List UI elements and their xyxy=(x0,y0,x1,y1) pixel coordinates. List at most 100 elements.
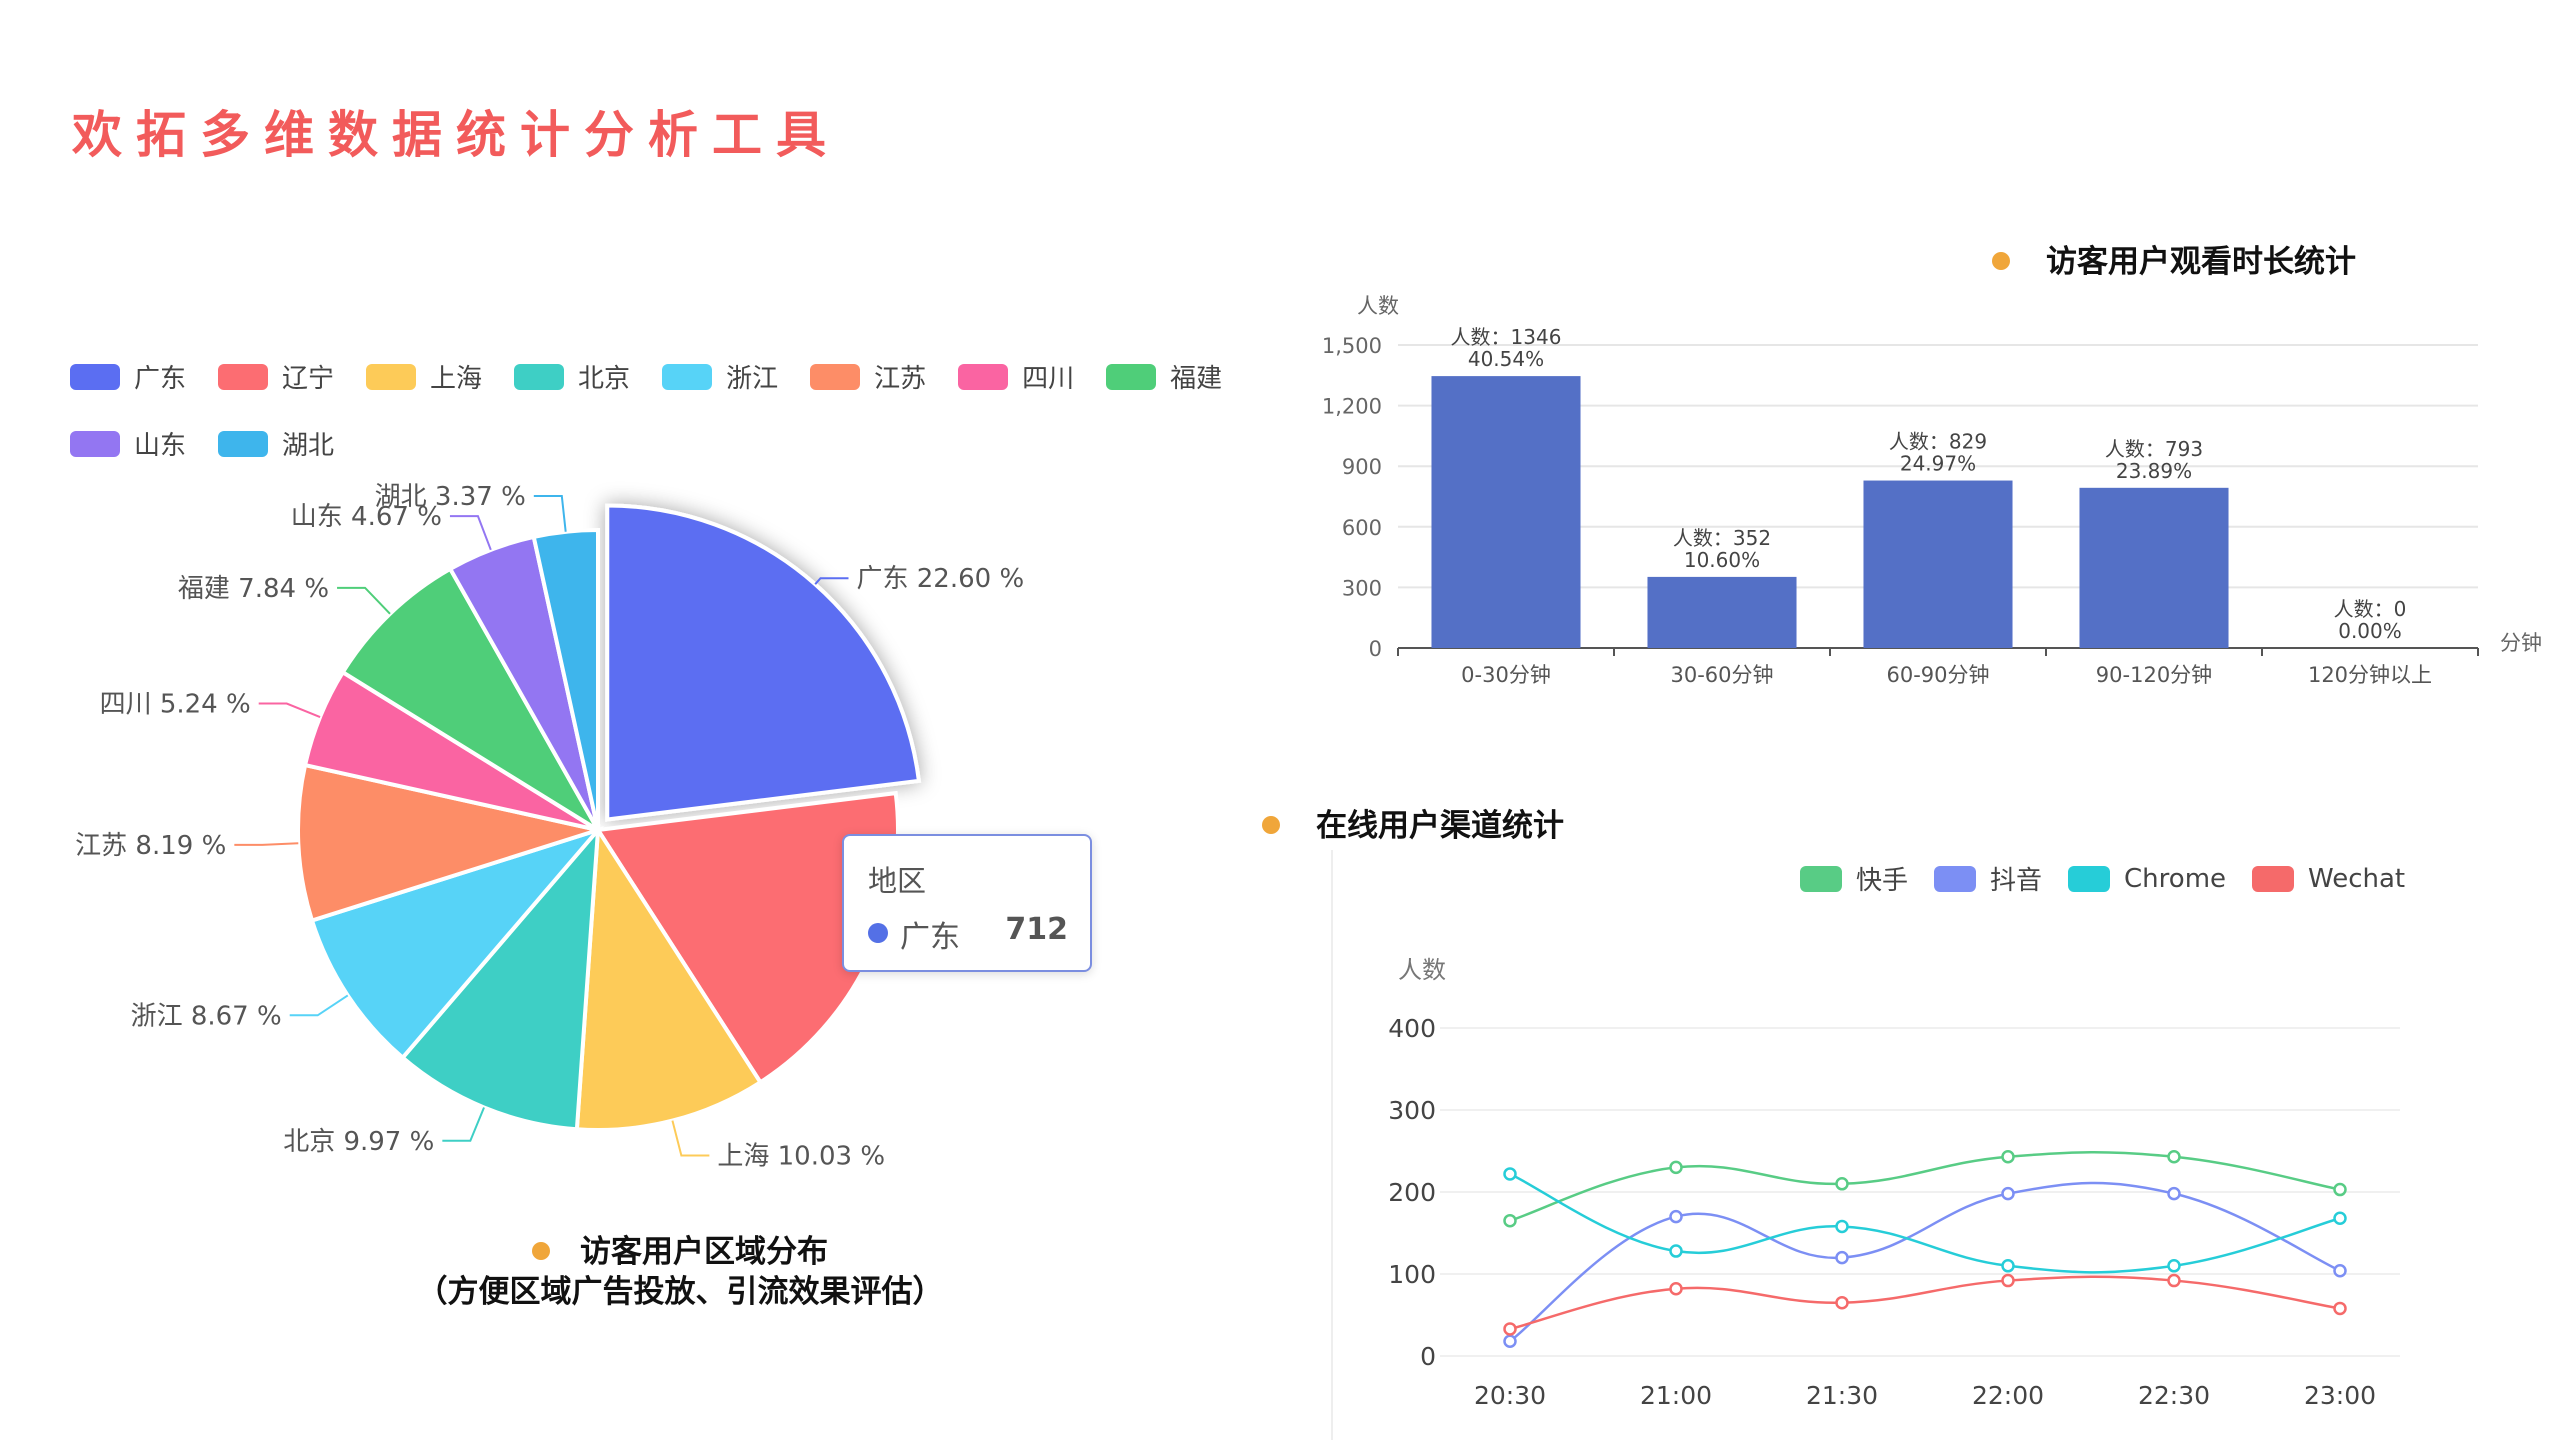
tooltip-title: 地区 xyxy=(868,864,927,898)
pie-slice[interactable] xyxy=(340,566,600,832)
line-point[interactable] xyxy=(2167,1273,2181,1288)
pie-legend-item[interactable]: 北京 xyxy=(514,358,630,395)
pie-legend-item[interactable]: 广东 xyxy=(70,358,186,395)
line-y-tick-label: 200 xyxy=(1388,1178,1436,1207)
bar-value-label: 人数：829 xyxy=(1889,430,1987,454)
line-point[interactable] xyxy=(2001,1149,2015,1164)
bar-y-tick-label: 900 xyxy=(1342,455,1382,479)
pie-slice[interactable] xyxy=(531,527,600,831)
pie-legend-item[interactable]: 湖北 xyxy=(218,425,334,462)
legend-label: Wechat xyxy=(2308,863,2406,894)
line-point[interactable] xyxy=(1503,1322,1517,1336)
line-legend-item[interactable]: Wechat xyxy=(2252,860,2405,897)
tooltip-value: 712 xyxy=(1005,912,1068,947)
bar[interactable] xyxy=(1647,576,1797,648)
pie-slice-label: 福建 7.84 % xyxy=(178,574,329,604)
bar-percent-label: 0.00% xyxy=(2338,619,2402,643)
line-point[interactable] xyxy=(1669,1160,1683,1175)
bar-x-tick-label: 60-90分钟 xyxy=(1886,663,1989,687)
line-legend-item[interactable]: Chrome xyxy=(2068,860,2226,897)
legend-swatch xyxy=(1934,865,1977,892)
pie-slice-label: 山东 4.67 % xyxy=(291,502,442,532)
line-point[interactable] xyxy=(1503,1334,1517,1348)
bar-y-axis-label: 人数 xyxy=(1357,294,1399,318)
line-series[interactable] xyxy=(1509,1150,2341,1222)
legend-label: 江苏 xyxy=(874,364,927,394)
pie-legend-item[interactable]: 上海 xyxy=(366,358,482,395)
pie-label-line xyxy=(442,1107,485,1142)
legend-label: Chrome xyxy=(2124,863,2227,894)
bar[interactable] xyxy=(2079,487,2229,648)
pie-legend-item[interactable]: 浙江 xyxy=(662,358,778,395)
bar-y-tick-label: 1,200 xyxy=(1322,395,1382,419)
bar-y-tick-label: 600 xyxy=(1342,516,1382,540)
line-point[interactable] xyxy=(2001,1186,2015,1201)
pie-legend-item[interactable]: 福建 xyxy=(1106,358,1222,395)
legend-swatch xyxy=(1800,865,1842,892)
line-point[interactable] xyxy=(2333,1211,2347,1225)
line-series[interactable] xyxy=(1509,1172,2341,1274)
line-y-tick-label: 400 xyxy=(1388,1014,1436,1043)
line-series[interactable] xyxy=(1509,1275,2341,1331)
pie-slice[interactable] xyxy=(605,503,922,822)
legend-swatch xyxy=(1106,363,1157,390)
pie-slice[interactable] xyxy=(309,825,605,1061)
line-point[interactable] xyxy=(2001,1273,2015,1288)
line-point[interactable] xyxy=(1503,1167,1517,1181)
bullet-dot-icon xyxy=(1992,251,2010,270)
legend-swatch xyxy=(958,363,1009,390)
pie-label-line xyxy=(533,494,567,532)
legend-label: 上海 xyxy=(430,364,483,394)
pie-legend-item[interactable]: 山东 xyxy=(70,425,186,462)
bar-x-tick-label: 120分钟以上 xyxy=(2308,663,2432,687)
legend-swatch xyxy=(662,363,713,390)
line-point[interactable] xyxy=(2167,1186,2181,1201)
pie-label-line xyxy=(234,842,299,846)
line-legend-item[interactable]: 快手 xyxy=(1800,860,1908,897)
line-point[interactable] xyxy=(1835,1177,1849,1191)
line-legend-item[interactable]: 抖音 xyxy=(1934,860,2042,897)
bar[interactable] xyxy=(1431,376,1581,648)
line-series[interactable] xyxy=(1509,1181,2341,1343)
line-point[interactable] xyxy=(2001,1259,2015,1273)
line-point[interactable] xyxy=(2167,1259,2181,1273)
legend-swatch xyxy=(810,363,861,390)
pie-label-line xyxy=(814,577,849,585)
line-point[interactable] xyxy=(1669,1209,1683,1224)
legend-label: 快手 xyxy=(1856,866,1909,896)
bullet-dot-icon xyxy=(1262,815,1280,834)
line-point[interactable] xyxy=(1835,1250,1849,1265)
line-y-tick-label: 100 xyxy=(1388,1260,1436,1289)
legend-swatch xyxy=(218,430,269,457)
line-point[interactable] xyxy=(2333,1301,2347,1316)
line-point[interactable] xyxy=(2333,1182,2347,1197)
bar-section-heading: 访客用户观看时长统计 xyxy=(1992,236,2356,281)
bar[interactable] xyxy=(1863,480,2013,648)
pie-legend-item[interactable]: 江苏 xyxy=(810,358,926,395)
bar-value-label: 人数：1346 xyxy=(1451,325,1562,349)
legend-swatch xyxy=(514,363,565,390)
legend-label: 湖北 xyxy=(282,431,335,461)
pie-section-subtitle: （方便区域广告投放、引流效果评估） xyxy=(416,1274,944,1310)
legend-label: 辽宁 xyxy=(282,364,335,394)
line-x-tick-label: 22:00 xyxy=(1972,1381,2044,1410)
line-point[interactable] xyxy=(1503,1213,1517,1228)
line-y-axis-label: 人数 xyxy=(1398,956,1446,984)
pie-slice[interactable] xyxy=(296,762,606,924)
line-section-title: 在线用户渠道统计 xyxy=(1316,808,1564,844)
bar-x-tick-label: 0-30分钟 xyxy=(1461,663,1551,687)
line-point[interactable] xyxy=(2333,1263,2347,1278)
bar-x-axis-label: 分钟 xyxy=(2500,631,2542,655)
line-point[interactable] xyxy=(2167,1149,2181,1164)
legend-swatch xyxy=(70,363,120,390)
pie-legend-item[interactable]: 辽宁 xyxy=(218,358,334,395)
legend-swatch xyxy=(218,363,269,390)
line-point[interactable] xyxy=(1835,1295,1849,1310)
bar-percent-label: 23.89% xyxy=(2116,459,2192,483)
pie-legend-item[interactable]: 四川 xyxy=(958,358,1074,395)
tooltip-marker xyxy=(868,923,888,943)
line-point[interactable] xyxy=(1835,1219,1849,1234)
line-point[interactable] xyxy=(1669,1244,1683,1258)
line-point[interactable] xyxy=(1669,1282,1683,1296)
